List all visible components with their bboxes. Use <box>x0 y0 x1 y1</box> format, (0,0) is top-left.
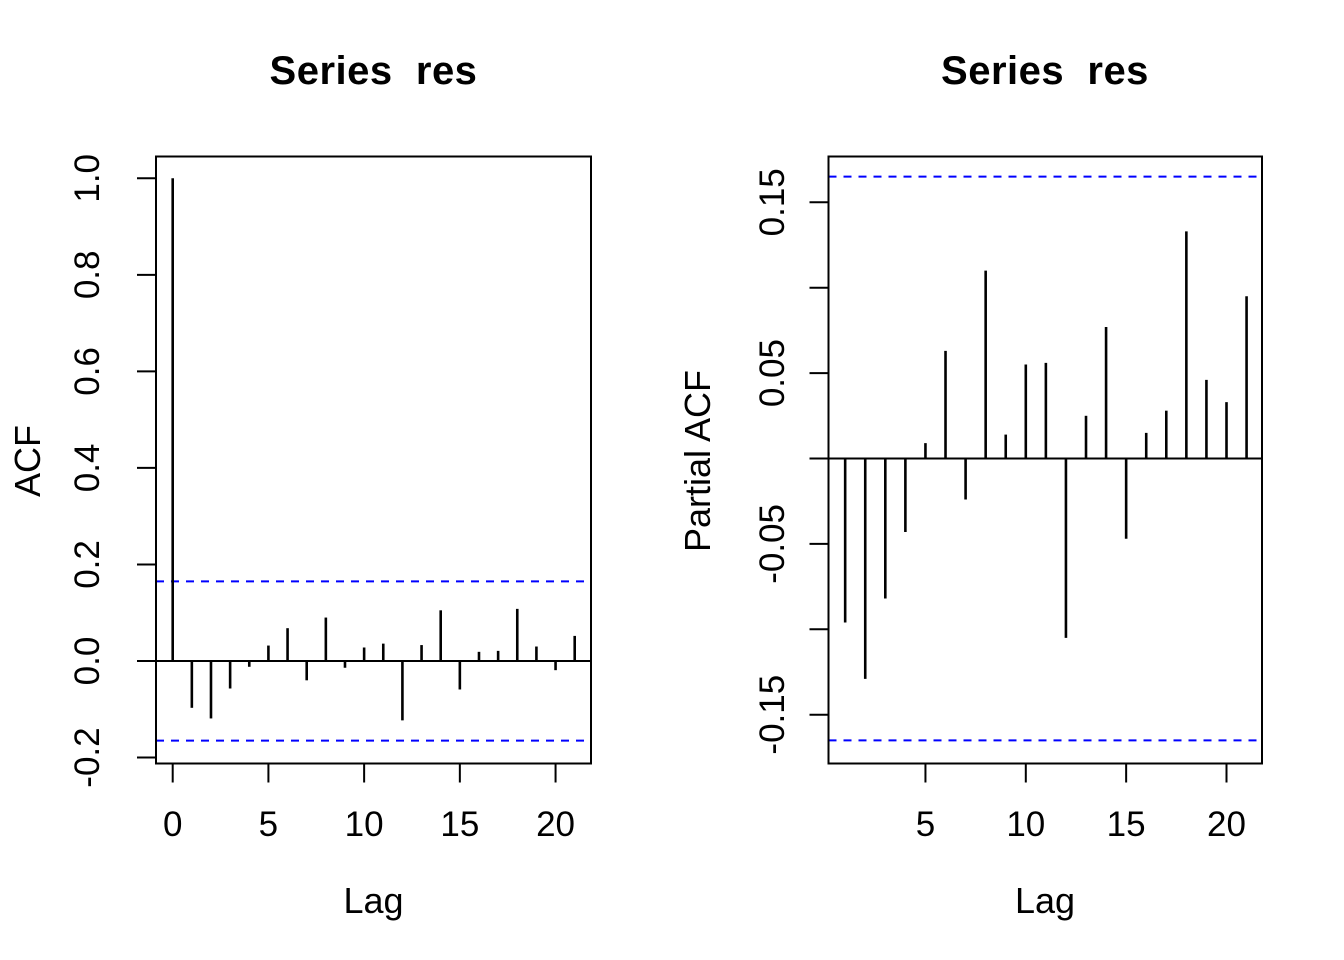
acf-y-tick-label: 0.8 <box>68 251 107 300</box>
acf-x-tick-label: 0 <box>163 805 182 844</box>
acf-y-tick-label: 1.0 <box>68 154 107 203</box>
acf-plot-box <box>155 155 592 765</box>
acf-y-tick-label: 0.6 <box>68 347 107 396</box>
pacf-y-tick-label: 0.15 <box>753 168 792 236</box>
acf-x-tick-label: 15 <box>440 805 479 844</box>
pacf-y-tick-label: -0.05 <box>753 504 792 584</box>
acf-y-tick-label: -0.2 <box>68 727 107 787</box>
pacf-x-tick-label: 10 <box>1006 805 1045 844</box>
acf-y-tick-label: 0.2 <box>68 540 107 589</box>
pacf-x-tick-label: 5 <box>916 805 935 844</box>
pacf-x-axis-label: Lag <box>1014 880 1076 921</box>
acf-y-tick-label: 0.0 <box>68 637 107 686</box>
pacf-x-tick-label: 20 <box>1207 805 1246 844</box>
acf-x-tick-label: 20 <box>536 805 575 844</box>
acf-plot-title: Series res <box>269 49 478 93</box>
pacf-y-tick-label: 0.05 <box>753 339 792 407</box>
pacf-x-tick-label: 15 <box>1107 805 1146 844</box>
acf-x-tick-label: 5 <box>259 805 278 844</box>
acf-y-tick-label: 0.4 <box>68 444 107 493</box>
acf-x-axis-label: Lag <box>343 880 404 921</box>
pacf-y-tick-label: -0.15 <box>753 675 792 755</box>
pacf-plot-box <box>827 155 1263 765</box>
pacf-plot-title: Series res <box>941 49 1149 93</box>
acf-x-tick-label: 10 <box>345 805 384 844</box>
